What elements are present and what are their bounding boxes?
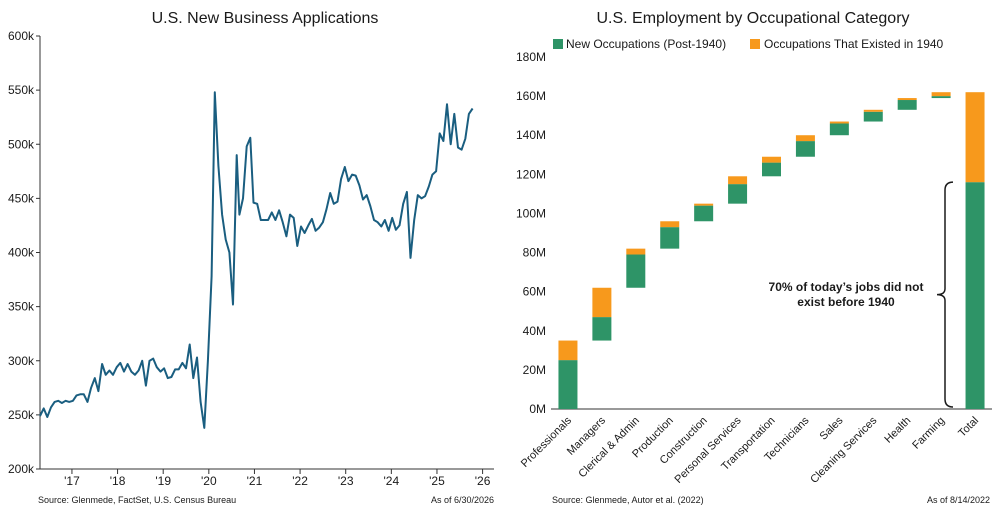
bar-existing-12 xyxy=(965,92,985,183)
bar-existing-11 xyxy=(931,92,951,97)
bar-existing-9 xyxy=(863,109,883,112)
bar-existing-3 xyxy=(660,221,680,228)
left-y-axis: 200k 250k 300k 350k 400k 450k 500k 550k 600k xyxy=(8,29,40,476)
left-y-tick-label: 300k xyxy=(8,354,35,368)
legend-swatch-new xyxy=(553,39,563,49)
bar-new-11 xyxy=(931,96,951,99)
bar-new-3 xyxy=(660,227,680,249)
bar-existing-7 xyxy=(795,135,815,142)
bar-new-7 xyxy=(795,141,815,157)
left-y-tick-label: 500k xyxy=(8,137,35,151)
left-source-note: Source: Glenmede, FactSet, U.S. Census B… xyxy=(38,495,236,505)
left-y-tick-label: 450k xyxy=(8,191,35,205)
left-y-tick-label: 400k xyxy=(8,246,35,260)
right-y-axis: 0M 20M 40M 60M 80M 100M 120M 140M 160M 180M xyxy=(516,50,546,416)
bar-new-2 xyxy=(626,254,646,288)
bar-new-0 xyxy=(558,360,578,409)
right-x-tick-label: Sales xyxy=(818,414,846,442)
left-y-tick-label: 200k xyxy=(8,462,35,476)
left-x-tick-label: '24 xyxy=(384,474,400,488)
right-as-of-note: As of 8/14/2022 xyxy=(927,495,990,505)
left-x-tick-label: '26 xyxy=(475,474,491,488)
right-x-tick-label: Professionals xyxy=(519,414,575,470)
legend-label-existing: Occupations That Existed in 1940 xyxy=(764,37,944,51)
legend-swatch-existing xyxy=(750,39,760,49)
left-x-tick-label: '20 xyxy=(201,474,217,488)
bar-existing-0 xyxy=(558,340,578,361)
left-x-tick-label: '21 xyxy=(247,474,263,488)
bar-existing-10 xyxy=(897,98,917,101)
right-y-tick-label: 120M xyxy=(516,167,546,181)
left-chart-title: U.S. New Business Applications xyxy=(152,10,379,27)
right-x-tick-label: Clerical & Admin xyxy=(576,415,642,481)
right-y-tick-label: 60M xyxy=(523,285,546,299)
left-chart: U.S. New Business Applications 200k 250k 3… xyxy=(8,10,494,505)
left-y-tick-label: 600k xyxy=(8,29,35,43)
left-y-tick-label: 350k xyxy=(8,300,35,314)
bar-existing-1 xyxy=(592,287,612,318)
left-x-tick-label: '23 xyxy=(338,474,354,488)
annotation-line-2: exist before 1940 xyxy=(797,295,895,309)
left-y-tick-label: 550k xyxy=(8,83,35,97)
bar-new-4 xyxy=(694,205,714,222)
left-x-tick-label: '25 xyxy=(429,474,445,488)
bar-existing-8 xyxy=(829,121,849,124)
right-y-tick-label: 0M xyxy=(529,402,546,416)
left-series-line xyxy=(39,91,474,429)
bar-existing-5 xyxy=(728,176,748,185)
bar-new-12 xyxy=(965,182,985,409)
right-chart-title: U.S. Employment by Occupational Category xyxy=(596,10,909,27)
right-x-tick-label: Farming xyxy=(910,415,947,452)
right-y-tick-label: 40M xyxy=(523,324,546,338)
bar-new-10 xyxy=(897,100,917,110)
right-x-tick-label: Total xyxy=(956,415,981,440)
bar-new-8 xyxy=(829,123,849,136)
left-y-tick-label: 250k xyxy=(8,408,35,422)
right-y-tick-label: 100M xyxy=(516,206,546,220)
right-y-tick-label: 160M xyxy=(516,89,546,103)
bar-new-9 xyxy=(863,111,883,122)
bar-existing-2 xyxy=(626,248,646,255)
right-x-tick-label: Cleaning Services xyxy=(808,414,880,486)
right-y-tick-label: 180M xyxy=(516,50,546,64)
left-x-tick-label: '19 xyxy=(155,474,171,488)
left-as-of-note: As of 6/30/2026 xyxy=(431,495,494,505)
bar-existing-6 xyxy=(762,156,781,163)
right-chart: U.S. Employment by Occupational Category… xyxy=(516,10,992,505)
right-bars xyxy=(558,92,985,409)
right-y-tick-label: 80M xyxy=(523,246,546,260)
left-x-tick-label: '17 xyxy=(64,474,80,488)
bar-new-1 xyxy=(592,317,612,341)
left-x-tick-label: '18 xyxy=(110,474,126,488)
right-source-note: Source: Glenmede, Autor et al. (2022) xyxy=(552,495,704,505)
bar-existing-4 xyxy=(694,203,714,206)
right-legend: New Occupations (Post-1940) Occupations … xyxy=(553,37,944,51)
annotation-bracket xyxy=(936,181,954,408)
left-x-tick-label: '22 xyxy=(292,474,308,488)
right-y-tick-label: 140M xyxy=(516,128,546,142)
legend-label-new: New Occupations (Post-1940) xyxy=(566,37,726,51)
right-y-tick-label: 20M xyxy=(523,363,546,377)
annotation-line-1: 70% of today’s jobs did not xyxy=(769,280,924,294)
bar-new-5 xyxy=(728,184,748,204)
left-x-axis: '17 '18 '19 '20 '21 '22 '23 '24 '25 '26 xyxy=(64,469,491,488)
bar-new-6 xyxy=(762,162,781,177)
right-x-tick-label: Health xyxy=(882,415,913,446)
